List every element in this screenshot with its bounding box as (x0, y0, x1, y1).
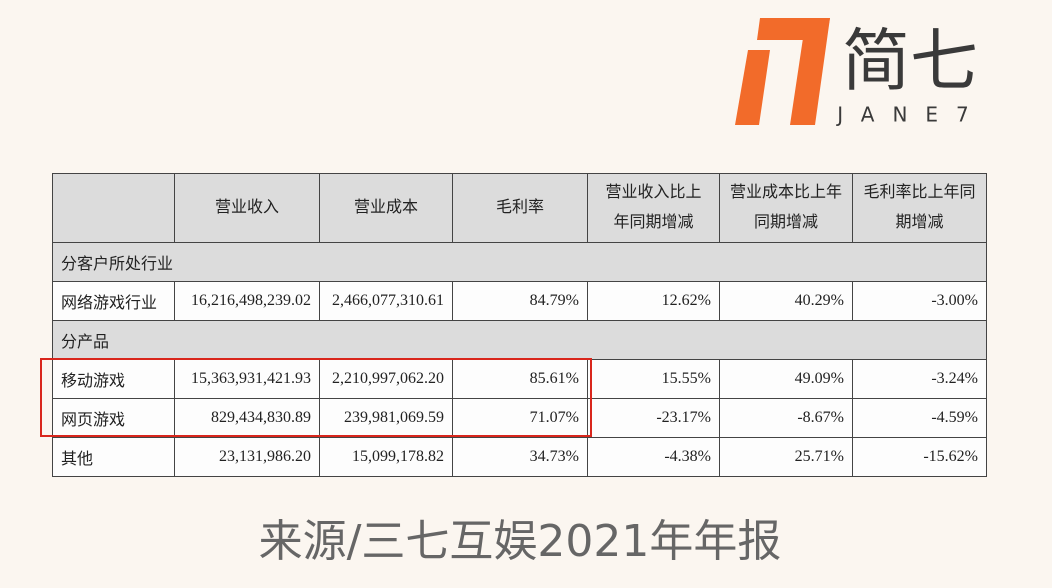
cell: 15.55% (587, 359, 720, 399)
data-row: 网页游戏 829,434,830.89 239,981,069.59 71.07% -2… (52, 398, 987, 438)
section-row: 分产品 (52, 320, 987, 360)
section-row: 分客户所处行业 (52, 242, 987, 282)
cell: 25.71% (719, 437, 853, 477)
data-row: 移动游戏 15,363,931,421.93 2,210,997,062.20 85.… (52, 359, 987, 399)
cell: 85.61% (452, 359, 588, 399)
cell: 2,466,077,310.61 (319, 281, 453, 321)
cell: 15,363,931,421.93 (174, 359, 320, 399)
header-cell: 毛利率 (452, 173, 588, 243)
data-row: 网络游戏行业 16,216,498,239.02 2,466,077,310.61 8… (52, 281, 987, 321)
header-cell: 营业收入比上年同期增减 (587, 173, 720, 243)
cell: 23,131,986.20 (174, 437, 320, 477)
section-cell: 分客户所处行业 (52, 242, 987, 282)
header-cell: 毛利率比上年同期增减 (852, 173, 987, 243)
data-row: 其他 23,131,986.20 15,099,178.82 34.73% -4.38%… (52, 437, 987, 477)
header-cell: 营业成本 (319, 173, 453, 243)
row-label: 移动游戏 (52, 359, 175, 399)
cell: 34.73% (452, 437, 588, 477)
row-label: 其他 (52, 437, 175, 477)
cell: 84.79% (452, 281, 588, 321)
cell: -23.17% (587, 398, 720, 438)
logo: 简七 JANE7 (735, 18, 987, 127)
header-cell: 营业成本比上年同期增减 (719, 173, 853, 243)
table: 营业收入 营业成本 毛利率 营业收入比上年同期增减 营业成本比上年同期增减 毛利率比上年同… (52, 173, 987, 477)
header-row: 营业收入 营业成本 毛利率 营业收入比上年同期增减 营业成本比上年同期增减 毛利率比上年同… (52, 173, 987, 243)
cell: 71.07% (452, 398, 588, 438)
highlight-box (40, 358, 592, 437)
cell: 12.62% (587, 281, 720, 321)
cell: -4.38% (587, 437, 720, 477)
header-cell (52, 173, 175, 243)
cell: -3.24% (852, 359, 987, 399)
logo-mark (735, 50, 770, 125)
cell: -15.62% (852, 437, 987, 477)
cell: 49.09% (719, 359, 853, 399)
logo-text: 简七 (842, 23, 978, 102)
header-cell: 营业收入 (174, 173, 320, 243)
cell: 239,981,069.59 (319, 398, 453, 438)
cell: -4.59% (852, 398, 987, 438)
cell: 40.29% (719, 281, 853, 321)
logo-mark (790, 18, 830, 125)
cell: 15,099,178.82 (319, 437, 453, 477)
cell: -3.00% (852, 281, 987, 321)
caption: 来源/三七互娱2021年年报 (258, 516, 782, 567)
cell: -8.67% (719, 398, 853, 438)
logo-subtext: JANE7 (835, 103, 987, 127)
cell: 16,216,498,239.02 (174, 281, 320, 321)
row-label: 网络游戏行业 (52, 281, 175, 321)
cell: 2,210,997,062.20 (319, 359, 453, 399)
section-cell: 分产品 (52, 320, 987, 360)
